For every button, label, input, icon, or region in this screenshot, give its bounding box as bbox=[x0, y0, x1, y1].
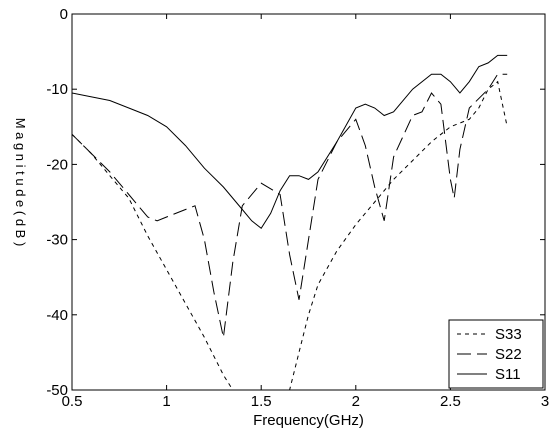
y-tick-label: -10 bbox=[46, 81, 68, 98]
y-tick-label: -40 bbox=[46, 307, 68, 324]
x-axis-label: Frequency(GHz) bbox=[253, 412, 364, 429]
legend-label-s33: S33 bbox=[495, 326, 522, 343]
x-tick-labels: 0.5 1 1.5 2 2.5 3 bbox=[62, 393, 550, 410]
y-tick-labels: -50 -40 -30 -20 -10 0 bbox=[46, 6, 68, 399]
y-tick-label: -30 bbox=[46, 232, 68, 249]
x-tick-label: 1 bbox=[162, 393, 170, 410]
plot-area-frame bbox=[71, 13, 546, 391]
legend-label-s22: S22 bbox=[495, 346, 522, 363]
x-tick-label: 2.5 bbox=[440, 393, 461, 410]
series-line-s11 bbox=[72, 54, 508, 230]
series-line-s22 bbox=[72, 73, 508, 338]
y-tick-label: -20 bbox=[46, 156, 68, 173]
y-tick-label: 0 bbox=[60, 6, 68, 23]
y-tick-label: -50 bbox=[46, 382, 68, 399]
series-line-s33 bbox=[72, 80, 508, 390]
plot-series bbox=[72, 54, 508, 390]
x-tick-label: 1.5 bbox=[251, 393, 272, 410]
y-axis-label: M a g n i t u d e ( d B ) bbox=[13, 118, 28, 247]
legend-label-s11: S11 bbox=[495, 366, 521, 383]
axis-ticks bbox=[71, 13, 546, 391]
legend: S33 S22 S11 bbox=[448, 319, 544, 389]
x-tick-label: 2 bbox=[352, 393, 360, 410]
x-tick-label: 3 bbox=[541, 393, 549, 410]
x-tick-label: 0.5 bbox=[62, 393, 83, 410]
